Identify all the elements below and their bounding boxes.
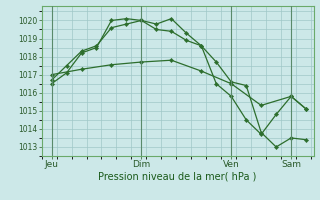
X-axis label: Pression niveau de la mer( hPa ): Pression niveau de la mer( hPa ) xyxy=(99,172,257,182)
